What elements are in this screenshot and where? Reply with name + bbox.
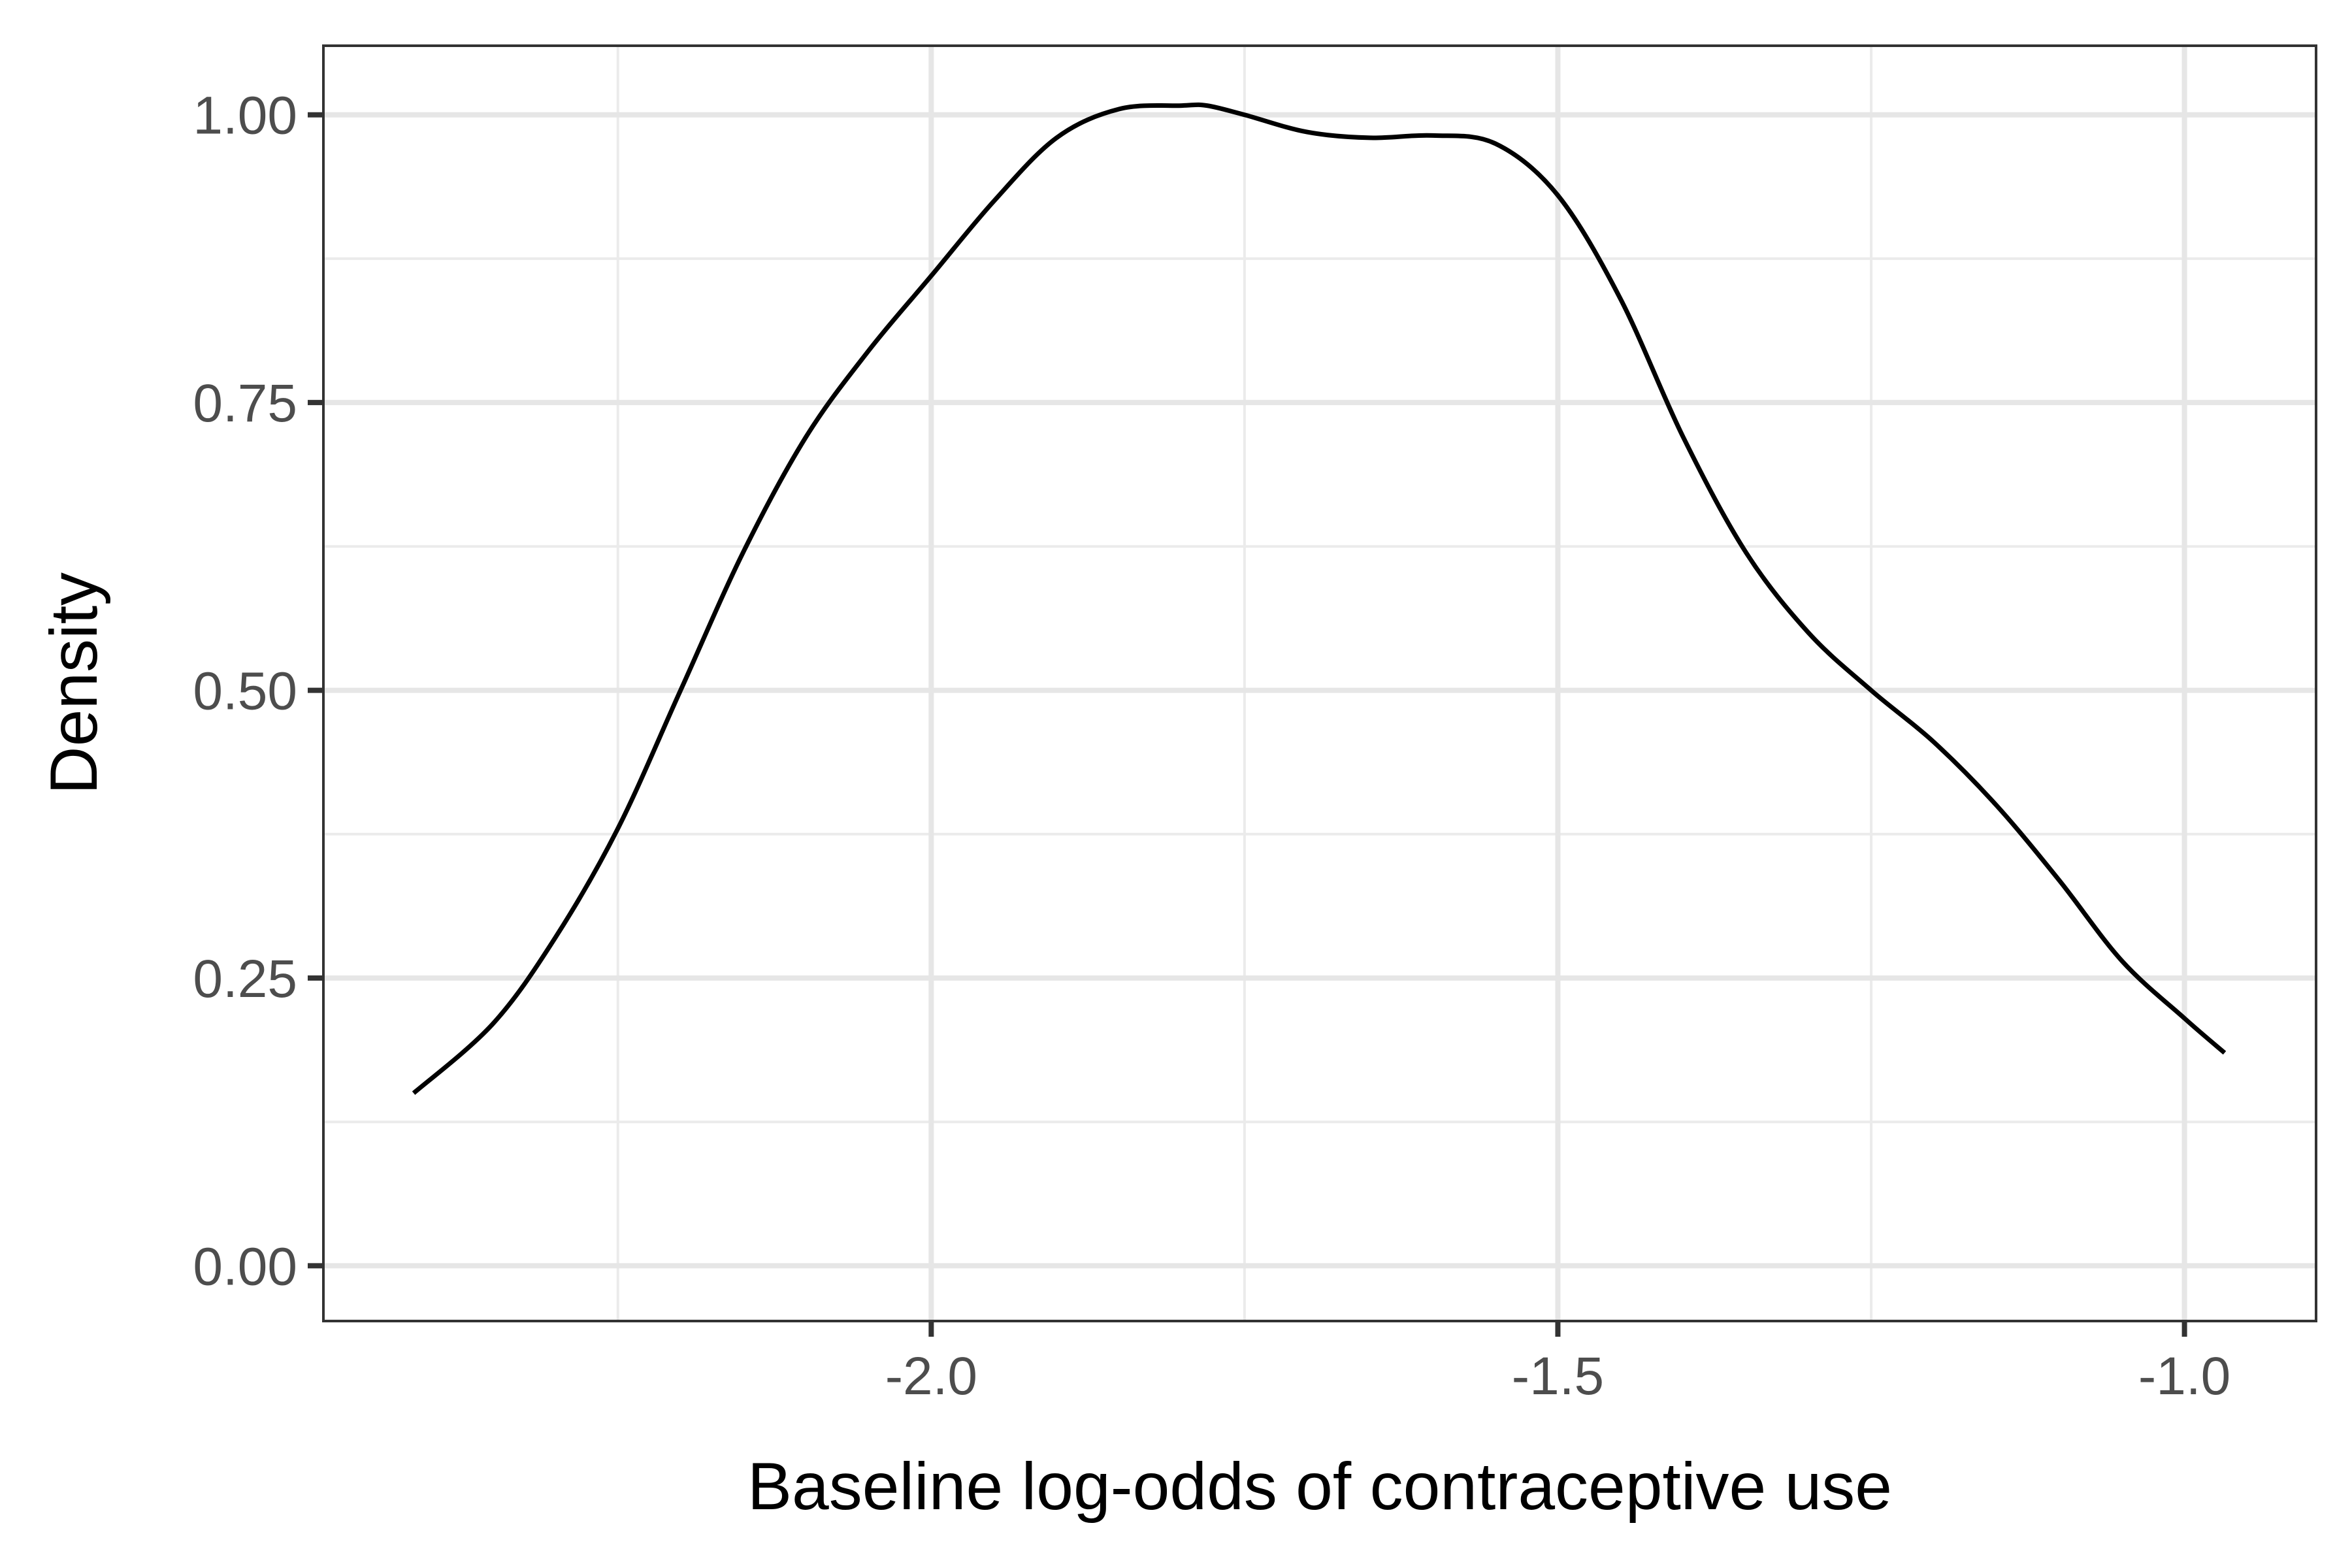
x-tick-label: -1.0 xyxy=(2138,1347,2230,1406)
y-tick-label: 0.25 xyxy=(193,949,297,1009)
x-tick-label: -2.0 xyxy=(885,1347,977,1406)
y-tick-label: 1.00 xyxy=(193,86,297,146)
y-axis-title: Density xyxy=(37,572,111,794)
x-axis: -2.0 -1.5 -1.0 xyxy=(885,1321,2230,1406)
x-axis-title: Baseline log-odds of contraceptive use xyxy=(747,1449,1892,1524)
y-tick-label: 0.75 xyxy=(193,374,297,433)
minor-gridlines xyxy=(323,46,2316,1321)
y-axis: 0.00 0.25 0.50 0.75 1.00 xyxy=(193,86,323,1296)
major-gridlines xyxy=(323,46,2316,1321)
y-tick-label: 0.00 xyxy=(193,1237,297,1296)
series-layer xyxy=(412,102,2227,1095)
x-tick-label: -1.5 xyxy=(1512,1347,1604,1406)
y-tick-label: 0.50 xyxy=(193,662,297,721)
panel-background xyxy=(323,46,2316,1321)
panel-border xyxy=(322,44,2317,1322)
density-line xyxy=(412,102,2227,1095)
